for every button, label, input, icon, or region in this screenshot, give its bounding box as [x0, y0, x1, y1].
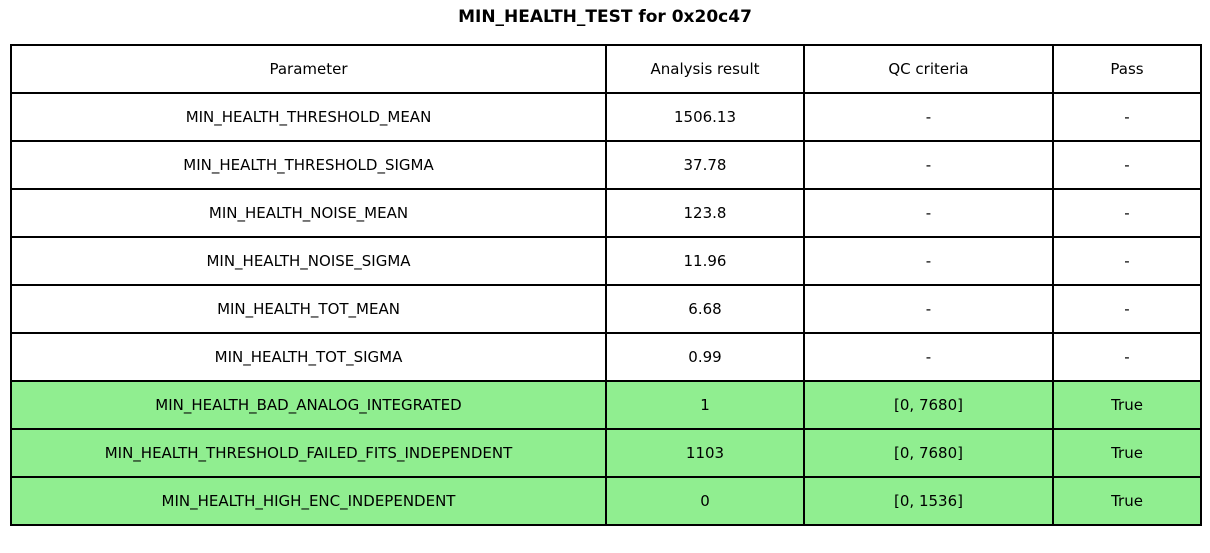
table-row: MIN_HEALTH_HIGH_ENC_INDEPENDENT 0 [0, 1536… [10, 476, 1202, 526]
table-row: MIN_HEALTH_TOT_MEAN 6.68- - [10, 284, 1202, 334]
table-cell-analysis-result: 1103 [605, 428, 805, 478]
table-cell-parameter: MIN_HEALTH_THRESHOLD_FAILED_FITS_INDEPEN… [10, 428, 607, 478]
qc-results-table: Parameter Analysis result QC criteria Pa… [10, 44, 1202, 526]
table-row: MIN_HEALTH_THRESHOLD_SIGMA 37.78- - [10, 140, 1202, 190]
table-cell-parameter: MIN_HEALTH_TOT_SIGMA [10, 332, 607, 382]
table-row: MIN_HEALTH_NOISE_SIGMA 11.96- - [10, 236, 1202, 286]
column-header-pass: Pass [1052, 44, 1202, 94]
table-body: MIN_HEALTH_THRESHOLD_MEAN 1506.13- - MIN_HE… [10, 92, 1202, 526]
table-cell-qc-criteria: - [803, 332, 1054, 382]
table-row: MIN_HEALTH_THRESHOLD_MEAN 1506.13- - [10, 92, 1202, 142]
table-row: MIN_HEALTH_BAD_ANALOG_INTEGRATED 1 [0, 768… [10, 380, 1202, 430]
table-cell-pass: True [1052, 476, 1202, 526]
column-header-parameter: Parameter [10, 44, 607, 94]
table-cell-qc-criteria: [0, 1536] [803, 476, 1054, 526]
table-row: MIN_HEALTH_TOT_SIGMA 0.99- - [10, 332, 1202, 382]
table-cell-pass: True [1052, 380, 1202, 430]
table-header-row: Parameter Analysis result QC criteria Pa… [10, 44, 1202, 94]
table-cell-qc-criteria: [0, 7680] [803, 428, 1054, 478]
table-cell-qc-criteria: - [803, 92, 1054, 142]
table-cell-pass: - [1052, 140, 1202, 190]
table-cell-analysis-result: 0 [605, 476, 805, 526]
table-cell-parameter: MIN_HEALTH_TOT_MEAN [10, 284, 607, 334]
table-cell-pass: - [1052, 332, 1202, 382]
table-cell-qc-criteria: - [803, 188, 1054, 238]
table-cell-parameter: MIN_HEALTH_THRESHOLD_MEAN [10, 92, 607, 142]
table-cell-pass: - [1052, 92, 1202, 142]
table-cell-qc-criteria: - [803, 140, 1054, 190]
table-cell-parameter: MIN_HEALTH_THRESHOLD_SIGMA [10, 140, 607, 190]
column-header-analysis-result: Analysis result [605, 44, 805, 94]
table-row: MIN_HEALTH_NOISE_MEAN 123.8- - [10, 188, 1202, 238]
table-cell-parameter: MIN_HEALTH_NOISE_SIGMA [10, 236, 607, 286]
table-header: Parameter Analysis result QC criteria Pa… [10, 44, 1202, 94]
table-cell-parameter: MIN_HEALTH_BAD_ANALOG_INTEGRATED [10, 380, 607, 430]
table-cell-analysis-result: 0.99 [605, 332, 805, 382]
chart-title: MIN_HEALTH_TEST for 0x20c47 [458, 7, 752, 27]
table-cell-pass: - [1052, 188, 1202, 238]
table-cell-pass: - [1052, 236, 1202, 286]
table-cell-analysis-result: 6.68 [605, 284, 805, 334]
table-cell-pass: - [1052, 284, 1202, 334]
table-cell-analysis-result: 37.78 [605, 140, 805, 190]
column-header-qc-criteria: QC criteria [803, 44, 1054, 94]
table-cell-qc-criteria: [0, 7680] [803, 380, 1054, 430]
table-row: MIN_HEALTH_THRESHOLD_FAILED_FITS_INDEPEN… [10, 428, 1202, 478]
table-cell-analysis-result: 1 [605, 380, 805, 430]
table-cell-qc-criteria: - [803, 236, 1054, 286]
table-cell-parameter: MIN_HEALTH_NOISE_MEAN [10, 188, 607, 238]
table-cell-qc-criteria: - [803, 284, 1054, 334]
table-cell-analysis-result: 1506.13 [605, 92, 805, 142]
table-cell-parameter: MIN_HEALTH_HIGH_ENC_INDEPENDENT [10, 476, 607, 526]
table-cell-analysis-result: 11.96 [605, 236, 805, 286]
table-cell-pass: True [1052, 428, 1202, 478]
table-cell-analysis-result: 123.8 [605, 188, 805, 238]
